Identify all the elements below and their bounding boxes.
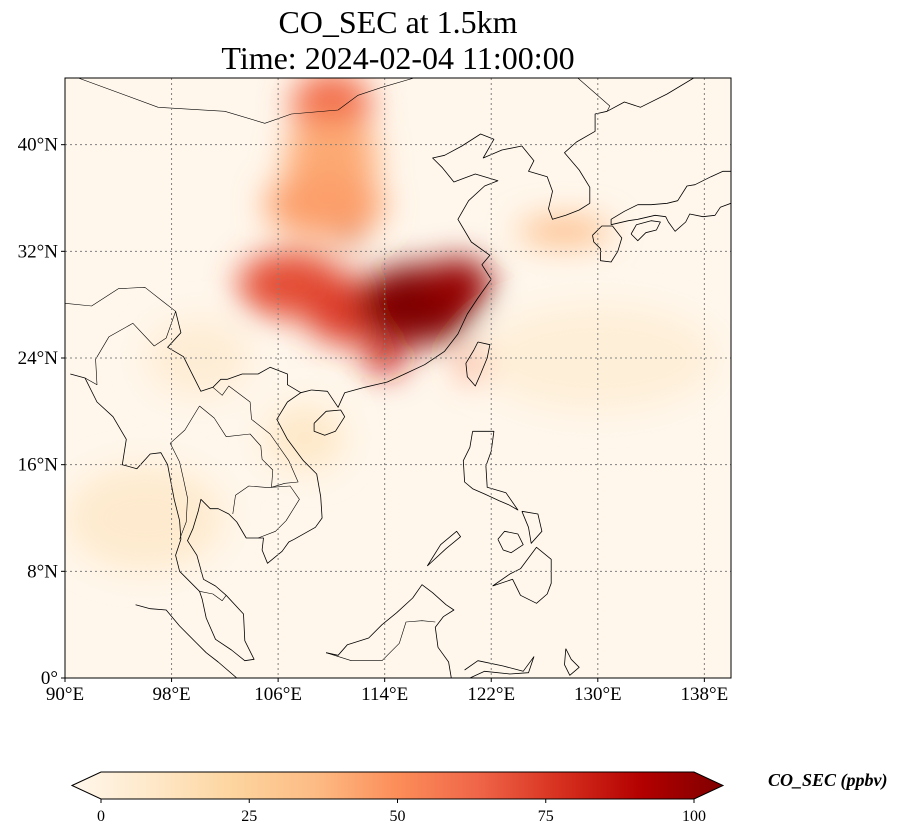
plume-patch [264, 404, 345, 472]
colorbar-tick-label: 100 [682, 808, 706, 825]
lat-tick-label: 16°N [18, 455, 59, 476]
outline-thai-border [169, 405, 200, 540]
outline-visayas [497, 530, 524, 554]
lat-tick-label: 0° [41, 668, 58, 689]
concentration-field [65, 78, 718, 572]
plume-patch [517, 218, 612, 245]
lat-tick-label: 40°N [18, 135, 59, 156]
outline-taiwan [465, 341, 491, 387]
outline-cambodia-border [232, 485, 300, 539]
plume-patch [264, 171, 385, 238]
outline-kyushu [592, 225, 623, 263]
outline-indochina [70, 373, 323, 662]
plume-patch [424, 258, 492, 312]
outline-sulawesi-tip [464, 656, 535, 678]
map-title-line1: CO_SEC at 1.5km [278, 4, 518, 40]
lon-tick-label: 90°E [46, 684, 84, 705]
colorbar-gradient [70, 771, 725, 800]
outline-sumatra-tip [135, 604, 238, 678]
outline-amur-border [577, 78, 611, 112]
lon-tick-label: 98°E [152, 684, 190, 705]
gridlines [65, 78, 731, 678]
outline-borneo [326, 584, 455, 678]
outline-myanmar-china [167, 311, 302, 394]
axis-ticks: 90°E 98°E 106°E 114°E 122°E 130°E 138°E 0° 8°N 16… [18, 135, 729, 705]
outline-mindanao [492, 546, 552, 604]
colorbar-tick-label: 75 [538, 808, 554, 825]
outline-borneo-border [326, 620, 436, 662]
outline-samar [521, 510, 543, 544]
lon-tick-label: 130°E [574, 684, 622, 705]
outline-china-coast [311, 133, 522, 408]
plume-patch [342, 230, 361, 246]
lon-tick-label: 138°E [681, 684, 729, 705]
colorbar: 0 25 50 75 100 CO_SEC (ppbv) [70, 770, 888, 825]
lon-tick-label: 114°E [361, 684, 408, 705]
lon-tick-label: 122°E [467, 684, 515, 705]
outline-palawan [426, 530, 462, 567]
outline-luzon [462, 430, 519, 511]
outline-laos-border [199, 385, 299, 488]
lat-tick-label: 8°N [27, 561, 58, 582]
outline-honshu [610, 170, 731, 232]
outline-india-border [65, 286, 176, 386]
outline-russia-coast [606, 78, 694, 112]
colorbar-label: CO_SEC (ppbv) [768, 770, 888, 791]
outline-korea [521, 110, 608, 220]
colorbar-tick-label: 0 [97, 808, 105, 825]
colorbar-tick-label: 25 [241, 808, 257, 825]
outline-halmahera [564, 648, 580, 676]
lat-tick-label: 32°N [18, 241, 59, 262]
outline-hainan [313, 409, 346, 436]
lon-tick-label: 106°E [254, 684, 302, 705]
map-title-line2: Time: 2024-02-04 11:00:00 [221, 40, 575, 76]
outline-shikoku [630, 220, 661, 242]
outline-north-border [78, 78, 415, 124]
coastlines [65, 78, 731, 678]
outline-malay-border [199, 591, 227, 602]
plume-patch [460, 348, 482, 381]
plume-patch [65, 464, 225, 572]
colorbar-tick-label: 50 [390, 808, 406, 825]
colorbar-ticks: 0 25 50 75 100 [97, 799, 706, 825]
map-frame [64, 77, 732, 679]
lat-tick-label: 24°N [18, 348, 59, 369]
